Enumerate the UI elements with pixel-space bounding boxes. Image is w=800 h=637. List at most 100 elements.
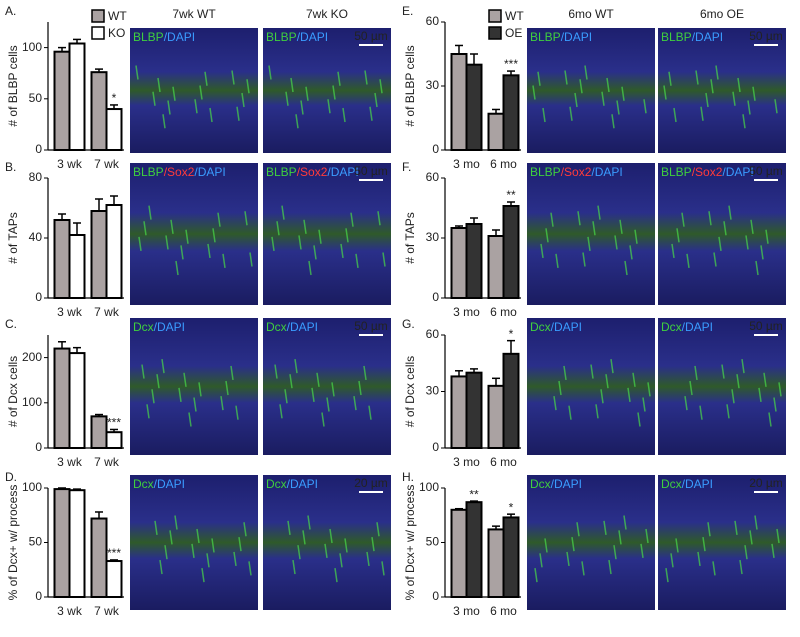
x-tick-label: 7 wk — [94, 604, 120, 618]
cell-process — [337, 71, 341, 86]
cell-process — [694, 365, 698, 381]
cell-process — [327, 99, 331, 114]
cell-process — [665, 568, 669, 583]
cell-process — [710, 79, 714, 94]
cell-process — [737, 77, 741, 93]
stain-label: BLBP/Sox2/DAPI — [661, 165, 754, 179]
cell-process — [353, 395, 357, 411]
micrograph — [658, 475, 786, 610]
cell-process — [235, 405, 239, 420]
bar — [105, 431, 123, 449]
stain-part: Dcx — [530, 477, 551, 491]
cell-process — [540, 243, 544, 259]
cell-process — [708, 211, 712, 226]
bar — [465, 223, 483, 299]
cell-process — [584, 65, 588, 80]
cell-process — [563, 365, 567, 381]
cell-process — [193, 397, 197, 412]
column-header: 7wk KO — [306, 7, 348, 21]
cell-process — [749, 530, 753, 545]
cell-process — [663, 85, 667, 100]
micrograph — [263, 475, 391, 610]
cell-process — [600, 389, 604, 404]
column-header: 7wk WT — [172, 7, 216, 21]
stain-part: Dcx — [133, 477, 154, 491]
cell-process — [207, 243, 211, 259]
micrograph — [263, 163, 391, 305]
cell-process — [726, 404, 730, 419]
cell-process — [135, 65, 139, 80]
cell-process — [271, 236, 275, 251]
stain-label: Dcx/DAPI — [266, 320, 318, 334]
cell-process — [765, 229, 769, 244]
y-axis-label: # of TAPs — [403, 212, 417, 264]
cell-process — [246, 79, 250, 94]
cell-process — [191, 543, 195, 558]
y-tick-label: 0 — [432, 290, 439, 304]
x-tick-label: 6 mo — [490, 455, 517, 469]
stain-part: /DAPI — [682, 320, 713, 334]
bar — [105, 204, 123, 299]
bar — [502, 74, 520, 151]
cell-process — [209, 107, 213, 123]
panel-label: F. — [402, 160, 411, 174]
stain-label: Dcx/DAPI — [661, 477, 713, 491]
cell-process — [568, 405, 572, 420]
y-tick-label: 60 — [426, 327, 440, 341]
cell-process — [318, 229, 322, 244]
stain-part: /DAPI — [561, 30, 592, 44]
cell-process — [686, 253, 690, 268]
cell-process — [577, 211, 581, 226]
cell-process — [608, 559, 612, 575]
x-tick-label: 3 wk — [57, 604, 83, 618]
cell-process — [718, 236, 722, 251]
stain-label: Dcx/DAPI — [266, 477, 318, 491]
cell-process — [539, 553, 543, 568]
cell-process — [161, 358, 165, 374]
micrograph — [263, 318, 391, 455]
stain-label: BLBP/DAPI — [133, 30, 195, 44]
cell-process — [760, 245, 764, 260]
y-axis-label: # of BLBP cells — [6, 45, 20, 126]
bar — [90, 415, 108, 449]
cell-process — [381, 561, 385, 576]
stain-part: /DAPI — [287, 320, 318, 334]
significance: *** — [107, 546, 121, 560]
cell-process — [723, 221, 727, 236]
bar — [105, 108, 123, 151]
cell-process — [681, 212, 685, 227]
stain-part: /DAPI — [297, 30, 328, 44]
cell-process — [289, 374, 293, 389]
cell-process — [248, 561, 252, 576]
cell-process — [750, 219, 754, 234]
significance: *** — [504, 57, 518, 71]
bar — [53, 488, 71, 598]
cell-process — [545, 228, 549, 243]
cell-process — [284, 389, 288, 404]
panel-label: B. — [5, 160, 16, 174]
cell-process — [673, 107, 677, 123]
cell-process — [755, 260, 759, 276]
cell-process — [180, 245, 184, 260]
cell-process — [581, 561, 585, 576]
bar — [53, 347, 71, 449]
cell-process — [619, 219, 623, 234]
cell-process — [702, 536, 706, 552]
cell-process — [281, 205, 285, 220]
legend-swatch — [91, 9, 105, 23]
cell-process — [170, 219, 174, 234]
cell-process — [151, 389, 155, 404]
legend-swatch — [488, 9, 502, 23]
cell-process — [623, 515, 627, 530]
cell-process — [534, 568, 538, 583]
cell-process — [340, 243, 344, 259]
bar — [450, 508, 468, 598]
cell-process — [614, 235, 618, 250]
cell-process — [305, 86, 309, 101]
cell-process — [285, 91, 289, 106]
y-tick-label: 60 — [426, 170, 440, 184]
stain-part: /DAPI — [692, 30, 723, 44]
cell-process — [695, 70, 699, 85]
cell-process — [645, 528, 649, 544]
cell-process — [376, 522, 380, 537]
